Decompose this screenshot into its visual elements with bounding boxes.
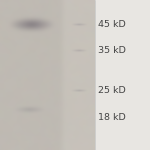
Bar bbox=[94, 0, 150, 150]
Text: 35 kD: 35 kD bbox=[98, 46, 126, 55]
Text: 18 kD: 18 kD bbox=[98, 113, 126, 122]
Text: 45 kD: 45 kD bbox=[98, 20, 126, 29]
Text: 25 kD: 25 kD bbox=[98, 86, 126, 95]
